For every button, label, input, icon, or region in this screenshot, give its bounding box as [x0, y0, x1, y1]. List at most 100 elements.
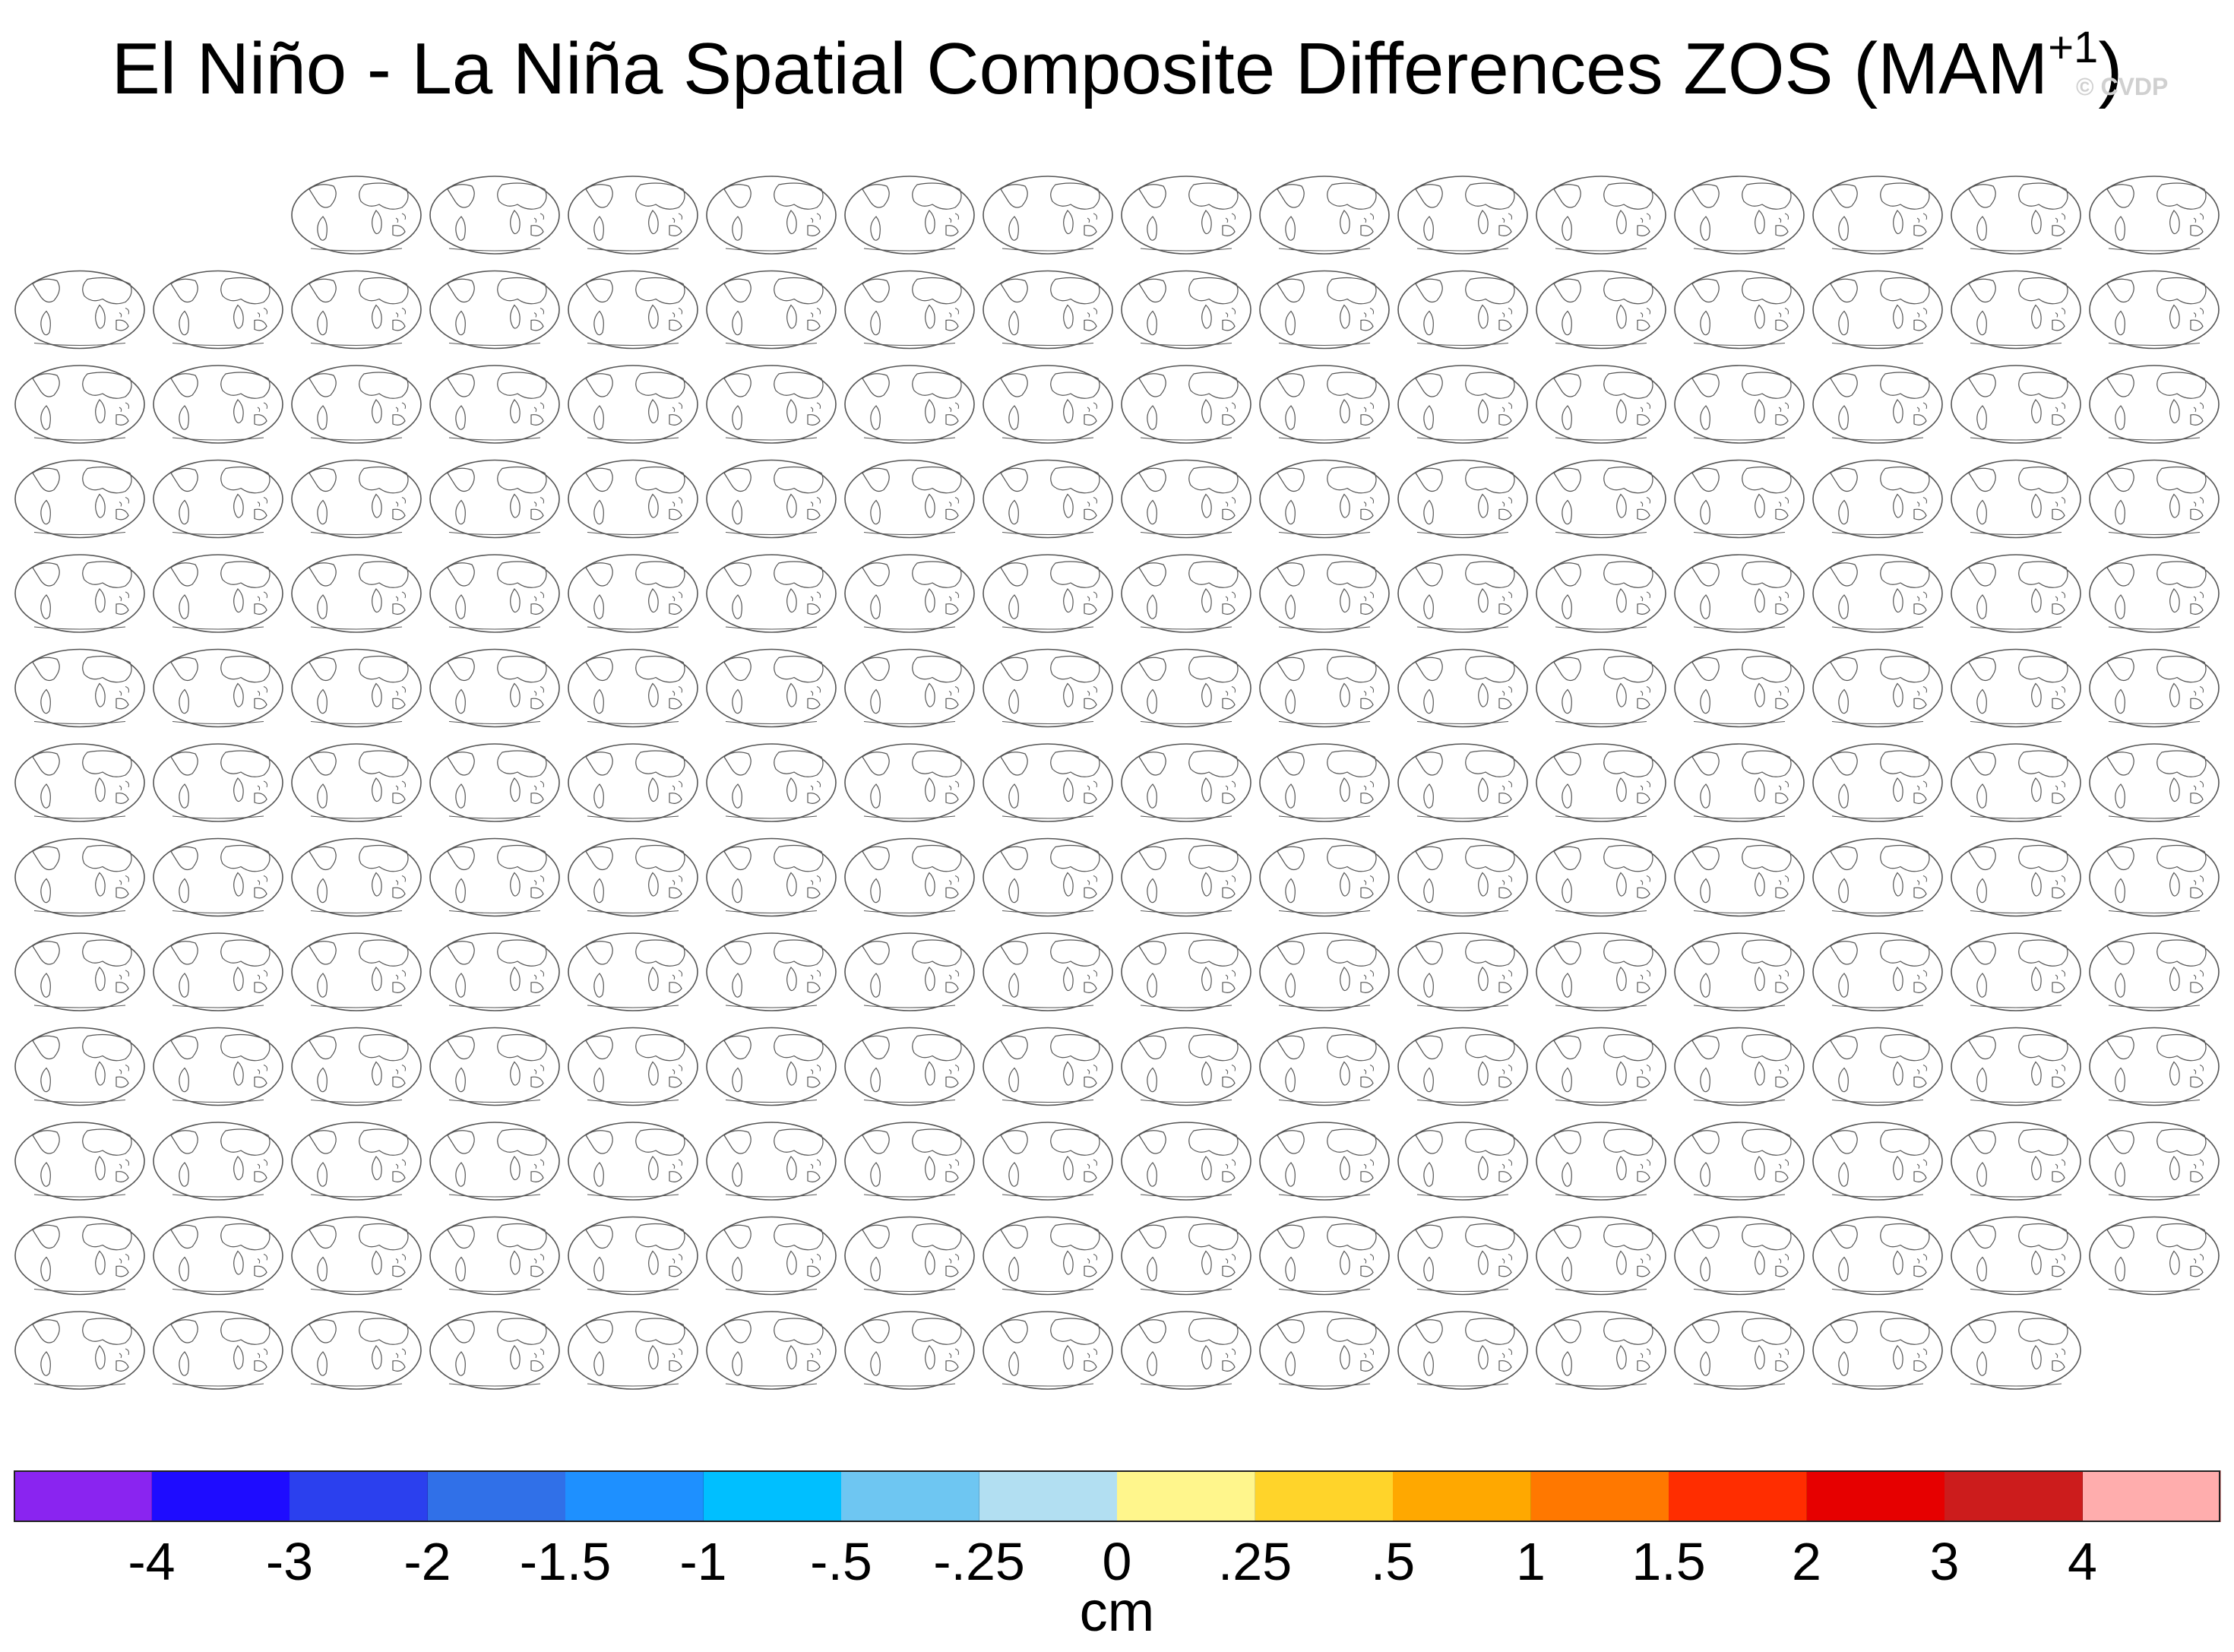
- world-map-outline: [2089, 554, 2220, 633]
- world-map-outline: [1259, 743, 1390, 822]
- map-panel: [983, 837, 1113, 917]
- world-map-outline: [2089, 1216, 2220, 1296]
- world-map-outline: [1812, 932, 1943, 1011]
- map-panel: [1674, 176, 1805, 255]
- map-panel: [1121, 365, 1251, 444]
- map-panel: [568, 270, 698, 350]
- world-map-outline: [291, 1311, 422, 1390]
- colorbar-segment: [14, 1470, 152, 1522]
- map-panel: [1674, 270, 1805, 350]
- map-panel: [14, 648, 145, 728]
- world-map-outline: [1536, 554, 1666, 633]
- world-map-outline: [1397, 270, 1528, 350]
- world-map-outline: [1674, 932, 1805, 1011]
- world-map-outline: [429, 1027, 560, 1106]
- world-map-outline: [983, 932, 1113, 1011]
- colorbar-segment: [151, 1470, 290, 1522]
- panel-grid: [14, 176, 2220, 1390]
- world-map-outline: [1121, 459, 1251, 539]
- map-panel: [1951, 1027, 2081, 1106]
- map-panel: [1812, 1311, 1943, 1390]
- map-panel: [706, 932, 837, 1011]
- map-panel: [1674, 1311, 1805, 1390]
- map-panel: [844, 743, 975, 822]
- map-panel: [1121, 459, 1251, 539]
- world-map-outline: [706, 743, 837, 822]
- map-panel: [706, 459, 837, 539]
- map-panel: [1397, 743, 1528, 822]
- map-panel: [291, 365, 422, 444]
- world-map-outline: [14, 743, 145, 822]
- colorbar-tick-label: -.25: [933, 1532, 1025, 1591]
- world-map-outline: [1121, 554, 1251, 633]
- map-panel: [706, 743, 837, 822]
- world-map-outline: [568, 743, 698, 822]
- map-panel: [291, 176, 422, 255]
- world-map-outline: [706, 1311, 837, 1390]
- world-map-outline: [1397, 176, 1528, 255]
- world-map-outline: [844, 176, 975, 255]
- colorbar-tick-label: -4: [128, 1532, 176, 1591]
- world-map-outline: [153, 743, 283, 822]
- world-map-outline: [1536, 837, 1666, 917]
- colorbar-segment: [2082, 1470, 2221, 1522]
- colorbar-segment: [703, 1470, 842, 1522]
- world-map-outline: [844, 554, 975, 633]
- map-panel: [429, 270, 560, 350]
- map-panel: [429, 365, 560, 444]
- map-panel: [983, 743, 1113, 822]
- map-panel: [568, 743, 698, 822]
- watermark: © CVDP: [2076, 73, 2169, 100]
- map-panel: [1951, 176, 2081, 255]
- map-panel: [1951, 743, 2081, 822]
- map-panel: [429, 1122, 560, 1201]
- colorbar-border: [14, 1470, 2220, 1522]
- map-panel: [1951, 459, 2081, 539]
- map-panel: [14, 743, 145, 822]
- map-panel: [2089, 1216, 2220, 1296]
- world-map-outline: [1259, 554, 1390, 633]
- map-panel: [2089, 459, 2220, 539]
- map-panel: [568, 1122, 698, 1201]
- map-panel: [1812, 365, 1943, 444]
- world-map-outline: [1951, 932, 2081, 1011]
- map-panel: [1121, 1027, 1251, 1106]
- world-map-outline: [14, 270, 145, 350]
- map-panel: [1674, 837, 1805, 917]
- map-panel: [14, 270, 145, 350]
- map-panel: [153, 648, 283, 728]
- map-panel: [14, 365, 145, 444]
- world-map-outline: [429, 1122, 560, 1201]
- world-map-outline: [1397, 1122, 1528, 1201]
- world-map-outline: [1397, 1216, 1528, 1296]
- map-panel: [291, 648, 422, 728]
- world-map-outline: [1812, 743, 1943, 822]
- map-panel: [983, 932, 1113, 1011]
- map-panel: [1536, 459, 1666, 539]
- world-map-outline: [983, 1311, 1113, 1390]
- world-map-outline: [14, 648, 145, 728]
- world-map-outline: [429, 837, 560, 917]
- world-map-outline: [153, 1311, 283, 1390]
- map-panel: [1674, 932, 1805, 1011]
- world-map-outline: [153, 365, 283, 444]
- world-map-outline: [844, 1216, 975, 1296]
- colorbar-tick-label: -1.5: [519, 1532, 612, 1591]
- world-map-outline: [983, 270, 1113, 350]
- world-map-outline: [844, 1027, 975, 1106]
- world-map-outline: [706, 932, 837, 1011]
- world-map-outline: [291, 1122, 422, 1201]
- world-map-outline: [1397, 459, 1528, 539]
- map-panel: [153, 270, 283, 350]
- world-map-outline: [1121, 1027, 1251, 1106]
- map-panel: [1812, 459, 1943, 539]
- map-panel: [1674, 1027, 1805, 1106]
- map-panel: [291, 1027, 422, 1106]
- map-panel: [1812, 270, 1943, 350]
- world-map-outline: [1259, 365, 1390, 444]
- world-map-outline: [2089, 743, 2220, 822]
- map-panel: [844, 554, 975, 633]
- world-map-outline: [1674, 743, 1805, 822]
- world-map-outline: [291, 932, 422, 1011]
- world-map-outline: [153, 837, 283, 917]
